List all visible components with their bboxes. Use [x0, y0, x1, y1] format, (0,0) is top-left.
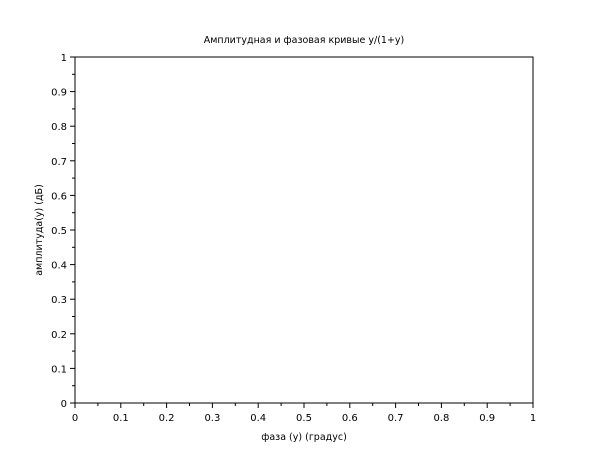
y-tick-label: 1: [61, 53, 67, 64]
chart-title: Амплитудная и фазовая кривые y/(1+y): [204, 35, 405, 46]
tick-labels-layer: 0 0.1 0.2 0.3 0.4 0.5 0.6 0.7 0.8 0.9 1 0 0.1 0.2 0.3 0…: [51, 53, 536, 424]
x-tick-label: 0.6: [342, 413, 358, 424]
y-tick-label: 0.9: [51, 88, 67, 99]
y-tick-label: 0.4: [51, 261, 67, 272]
x-tick-label: 1: [530, 413, 536, 424]
x-tick-label: 0.7: [388, 413, 404, 424]
x-axis-label: фаза (y) (градус): [261, 432, 347, 443]
x-tick-label: 0.4: [250, 413, 266, 424]
x-tick-label: 0.9: [479, 413, 495, 424]
y-tick-label: 0.2: [51, 330, 67, 341]
x-tick-label: 0.2: [159, 413, 175, 424]
x-tick-label: 0.5: [296, 413, 312, 424]
ticks-layer: [70, 56, 534, 408]
x-tick-label: 0.8: [433, 413, 449, 424]
plot-area: [74, 56, 534, 404]
x-tick-label: 0: [72, 413, 78, 424]
y-tick-label: 0.7: [51, 157, 67, 168]
y-tick-label: 0.8: [51, 122, 67, 133]
y-tick-label: 0.1: [51, 364, 67, 375]
x-tick-label: 0.1: [113, 413, 129, 424]
x-tick-label: 0.3: [204, 413, 220, 424]
y-tick-label: 0.5: [51, 226, 67, 237]
y-tick-label: 0: [61, 399, 67, 410]
y-tick-label: 0.6: [51, 191, 67, 202]
y-axis-label: амплитуда(y) (дБ): [34, 184, 45, 276]
y-tick-label: 0.3: [51, 295, 67, 306]
